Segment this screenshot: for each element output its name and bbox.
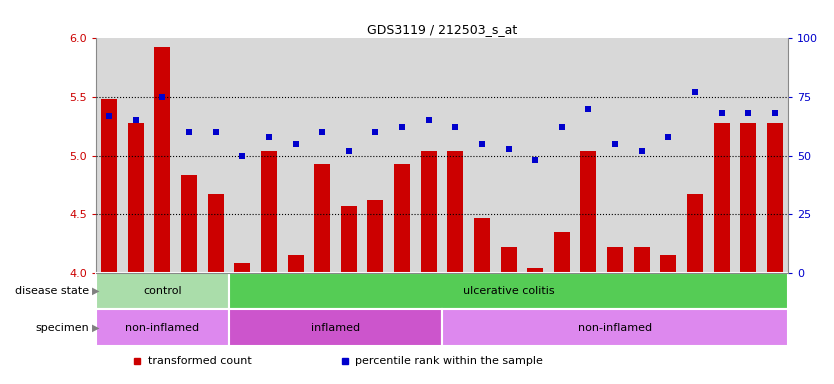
Text: specimen: specimen: [35, 323, 89, 333]
Bar: [628, 38, 655, 273]
Bar: [474, 218, 490, 273]
Point: [395, 124, 409, 131]
Bar: [442, 310, 788, 346]
Bar: [500, 247, 516, 273]
Point: [262, 134, 275, 140]
Bar: [256, 38, 282, 273]
Bar: [655, 38, 681, 273]
Bar: [288, 255, 304, 273]
Point: [609, 141, 622, 147]
Text: non-inflamed: non-inflamed: [578, 323, 652, 333]
Point: [529, 157, 542, 163]
Point: [315, 129, 329, 135]
Point: [129, 118, 143, 124]
Bar: [261, 151, 277, 273]
Point: [582, 106, 595, 112]
Bar: [123, 38, 149, 273]
Bar: [687, 194, 703, 273]
Bar: [522, 38, 549, 273]
Bar: [661, 255, 676, 273]
Text: non-inflamed: non-inflamed: [125, 323, 199, 333]
Bar: [469, 38, 495, 273]
Point: [236, 152, 249, 159]
Point: [183, 129, 196, 135]
Bar: [203, 38, 229, 273]
Bar: [575, 38, 602, 273]
Point: [209, 129, 223, 135]
Bar: [554, 232, 570, 273]
Point: [369, 129, 382, 135]
Point: [635, 148, 648, 154]
Bar: [154, 46, 170, 273]
Bar: [314, 164, 330, 273]
Text: disease state: disease state: [15, 286, 89, 296]
Bar: [389, 38, 415, 273]
Bar: [761, 38, 788, 273]
Bar: [234, 263, 250, 273]
Point: [661, 134, 675, 140]
Text: ▶: ▶: [93, 286, 100, 296]
Bar: [149, 38, 176, 273]
Text: ulcerative colitis: ulcerative colitis: [463, 286, 555, 296]
Bar: [96, 38, 123, 273]
Bar: [229, 310, 442, 346]
Point: [342, 148, 355, 154]
Bar: [362, 38, 389, 273]
Point: [715, 110, 728, 116]
Title: GDS3119 / 212503_s_at: GDS3119 / 212503_s_at: [367, 23, 517, 36]
Bar: [96, 310, 229, 346]
Bar: [394, 164, 410, 273]
Point: [475, 141, 489, 147]
Bar: [368, 200, 384, 273]
Point: [768, 110, 781, 116]
Point: [289, 141, 302, 147]
Bar: [447, 151, 464, 273]
Point: [555, 124, 569, 131]
Bar: [735, 38, 761, 273]
Bar: [442, 38, 469, 273]
Bar: [708, 38, 735, 273]
Bar: [309, 38, 335, 273]
Bar: [549, 38, 575, 273]
Text: percentile rank within the sample: percentile rank within the sample: [355, 356, 544, 366]
Bar: [341, 206, 357, 273]
Text: transformed count: transformed count: [148, 356, 252, 366]
Bar: [335, 38, 362, 273]
Bar: [527, 268, 543, 273]
Point: [422, 118, 435, 124]
Bar: [714, 123, 730, 273]
Bar: [607, 247, 623, 273]
Bar: [420, 151, 437, 273]
Bar: [766, 123, 783, 273]
Bar: [176, 38, 203, 273]
Bar: [580, 151, 596, 273]
Bar: [741, 123, 756, 273]
Bar: [101, 99, 118, 273]
Point: [156, 94, 169, 100]
Bar: [495, 38, 522, 273]
Bar: [128, 123, 143, 273]
Point: [502, 146, 515, 152]
Point: [449, 124, 462, 131]
Bar: [229, 273, 788, 310]
Bar: [181, 175, 197, 273]
Bar: [634, 247, 650, 273]
Bar: [96, 273, 229, 310]
Text: ▶: ▶: [93, 323, 100, 333]
Point: [103, 113, 116, 119]
Point: [688, 89, 701, 95]
Bar: [208, 194, 224, 273]
Bar: [229, 38, 256, 273]
Bar: [282, 38, 309, 273]
Bar: [602, 38, 628, 273]
Text: inflamed: inflamed: [311, 323, 360, 333]
Point: [741, 110, 755, 116]
Bar: [415, 38, 442, 273]
Text: control: control: [143, 286, 182, 296]
Bar: [681, 38, 708, 273]
